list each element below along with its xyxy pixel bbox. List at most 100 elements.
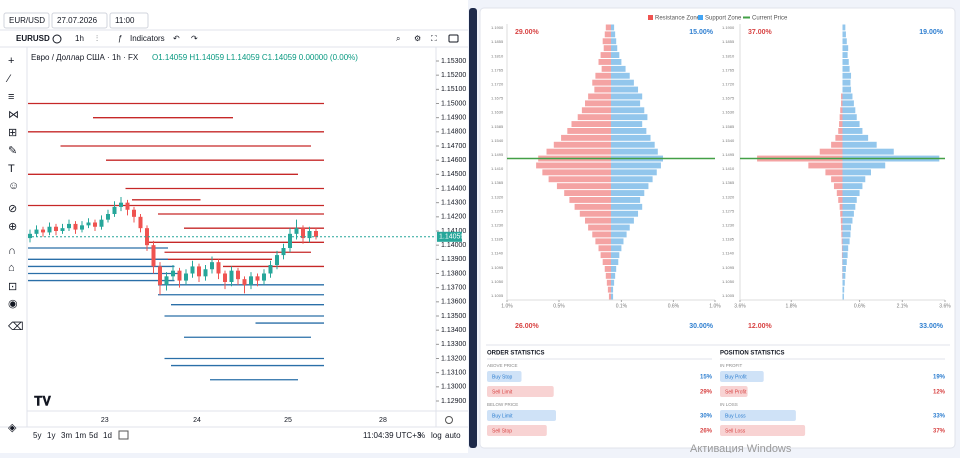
stat-value: 37%	[933, 429, 946, 435]
emoji-tool[interactable]: ☺	[8, 180, 19, 192]
support-bar	[843, 294, 844, 300]
chart-type-icon[interactable]: ⫶	[96, 34, 98, 43]
settings[interactable]: ⚙	[414, 34, 421, 43]
range-button[interactable]: 1d	[103, 431, 112, 440]
y-tick-label: 1.14400	[441, 185, 466, 192]
fib-tool[interactable]: ≡	[8, 91, 14, 103]
range-button[interactable]: 1y	[47, 431, 55, 440]
resistance-bar	[841, 100, 842, 106]
price-label: 1.1410	[491, 166, 504, 171]
y-tick-label: 1.15300	[441, 58, 466, 65]
redo[interactable]: ↷	[191, 34, 198, 43]
candle-body	[100, 220, 104, 227]
range-button[interactable]: 3m	[61, 431, 72, 440]
support-bar	[611, 94, 642, 100]
support-bar	[843, 149, 894, 155]
support-bar	[611, 73, 630, 79]
y-tick-label: 1.15200	[441, 72, 466, 79]
resistance-bar	[595, 238, 611, 244]
resistance-bar	[567, 128, 611, 134]
indicators[interactable]: Indicators	[130, 34, 165, 43]
interval[interactable]: 1h	[75, 34, 84, 43]
y-tick-label: 1.14300	[441, 200, 466, 207]
support-bar	[843, 273, 846, 279]
x-tick-label: 3.6%	[734, 303, 746, 309]
stat-name: Sell Loss	[725, 428, 746, 434]
range-button[interactable]: 1m	[75, 431, 86, 440]
time: 11:00	[115, 16, 135, 25]
support-bar	[611, 294, 613, 300]
support-bar	[611, 87, 638, 93]
support-bar	[611, 128, 646, 134]
resistance-bar	[606, 25, 611, 31]
x-tick-label: 0.6%	[854, 303, 866, 309]
support-bar	[611, 45, 617, 51]
support-bar	[843, 107, 856, 113]
candle-body	[256, 276, 260, 280]
x-tick-label: 1.0%	[501, 303, 513, 309]
lock-drawing[interactable]: ⌂	[8, 262, 15, 274]
candle-body	[28, 234, 32, 238]
hide-tool[interactable]: ◉	[8, 298, 18, 310]
x-tick-label: 0.5%	[553, 303, 565, 309]
resistance-bar	[607, 280, 611, 286]
candle-body	[275, 255, 279, 265]
undo[interactable]: ↶	[173, 34, 180, 43]
auto-toggle[interactable]: auto	[445, 431, 461, 440]
screenshot-tool[interactable]: ⌕	[396, 34, 400, 43]
candle-body	[249, 276, 253, 285]
group-label: ABOVE PRICE	[487, 363, 518, 368]
measure-tool[interactable]: ⊞	[8, 127, 17, 139]
support-bar	[611, 238, 623, 244]
candle-body	[87, 223, 91, 226]
support-bar	[611, 31, 615, 37]
ohlc: O1.14059 H1.14059 L1.14059 C1.14059 0.00…	[152, 53, 358, 62]
stat-value: 33%	[933, 414, 946, 420]
x-tick-label: 1.8%	[786, 303, 798, 309]
support-bar	[611, 163, 661, 169]
lock-tool[interactable]: ⊡	[8, 281, 17, 293]
support-bar	[611, 38, 616, 44]
corner-pct: 15.00%	[689, 29, 714, 36]
cursor-tool[interactable]: +	[8, 55, 14, 67]
price-label: 1.1630	[491, 110, 504, 115]
resistance-bar	[820, 149, 843, 155]
support-bar	[843, 266, 846, 272]
support-bar	[843, 190, 860, 196]
y-tick-label: 1.13900	[441, 256, 466, 263]
delete-tool[interactable]: ⌫	[8, 321, 24, 333]
text-tool[interactable]: T	[8, 163, 15, 175]
log-toggle[interactable]: log	[431, 431, 442, 440]
pattern-tool[interactable]: ⋈	[8, 109, 19, 121]
resistance-bar	[605, 266, 611, 272]
support-bar	[843, 121, 860, 127]
splitter[interactable]	[469, 8, 477, 448]
ruler-tool[interactable]: ⊘	[8, 203, 17, 215]
watermark: Активация Windows	[690, 443, 792, 453]
percent-toggle[interactable]: %	[418, 431, 425, 440]
magnet-tool[interactable]: ∩	[8, 245, 16, 257]
layers[interactable]: ◈	[8, 422, 17, 434]
ticker[interactable]: EURUSD	[16, 34, 50, 43]
support-bar	[843, 52, 848, 58]
support-bar	[611, 204, 642, 210]
corner-pct: 19.00%	[919, 29, 944, 36]
range-button[interactable]: 5y	[33, 431, 41, 440]
range-button[interactable]: 5d	[89, 431, 98, 440]
price-label: 1.1540	[491, 138, 504, 143]
candle-body	[243, 279, 247, 285]
corner-pct: 12.00%	[748, 323, 773, 330]
resistance-bar	[594, 87, 611, 93]
candle-body	[210, 262, 214, 269]
y-tick-label: 1.15000	[441, 100, 466, 107]
price-label: 1.1810	[491, 53, 504, 58]
brush-tool[interactable]: ✎	[8, 145, 17, 157]
candle-body	[35, 230, 39, 234]
price-label: 1.1230	[722, 223, 735, 228]
zoom-tool[interactable]: ⊕	[8, 221, 17, 233]
indicators-icon[interactable]: ƒ	[118, 34, 122, 43]
price-label: 1.1855	[491, 39, 504, 44]
price-label: 1.1900	[491, 25, 504, 30]
support-bar	[843, 66, 850, 72]
fullscreen[interactable]: ⛶	[430, 34, 437, 43]
